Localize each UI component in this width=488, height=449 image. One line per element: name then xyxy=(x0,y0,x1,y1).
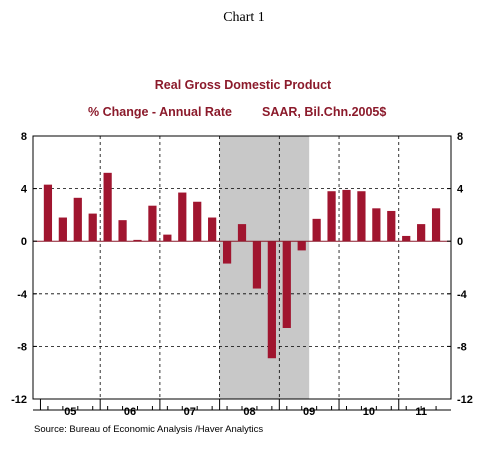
bar xyxy=(327,191,336,242)
bar xyxy=(148,205,157,242)
bar xyxy=(73,197,82,242)
x-tick-label: 10 xyxy=(363,406,375,418)
bar xyxy=(178,192,187,242)
gridlines xyxy=(33,136,451,399)
bars xyxy=(43,172,441,359)
y-tick-label-right: -12 xyxy=(457,394,473,406)
chart-title: Real Gross Domestic Product xyxy=(155,78,332,92)
bar xyxy=(252,241,262,289)
bar xyxy=(43,184,53,242)
x-tick-label: 05 xyxy=(64,406,76,418)
bar xyxy=(193,201,202,242)
x-tick-label: 09 xyxy=(303,406,315,418)
y-tick-label-right: 4 xyxy=(457,184,464,196)
bar xyxy=(267,241,276,359)
bar xyxy=(357,191,366,242)
bar xyxy=(417,224,426,242)
bar xyxy=(387,210,396,242)
y-axis-left: 8 4 0 -4 -8 -12 xyxy=(11,131,37,406)
y-tick-label-left: 8 xyxy=(21,131,27,143)
y-tick-label-left: 0 xyxy=(21,236,27,248)
bar xyxy=(312,218,321,242)
x-axis: 05 06 07 08 09 10 11 xyxy=(33,399,451,418)
y-tick-label-right: -8 xyxy=(457,341,467,353)
bar xyxy=(237,224,247,242)
bar xyxy=(103,172,112,242)
y-tick-label-right: -4 xyxy=(457,289,468,301)
x-tick-label: 11 xyxy=(415,406,427,418)
plot-frame xyxy=(32,135,452,400)
bar xyxy=(58,217,67,242)
bar xyxy=(297,241,306,251)
chart-label: Chart 1 xyxy=(223,10,265,25)
bar xyxy=(402,235,411,242)
x-tick-label: 06 xyxy=(124,406,136,418)
y-axis-right: 8 4 0 -4 -8 -12 xyxy=(447,131,473,406)
bar xyxy=(342,189,351,242)
y-tick-label-left: -8 xyxy=(17,341,27,353)
bar xyxy=(88,213,97,242)
bar xyxy=(133,239,142,242)
x-tick-label: 08 xyxy=(243,406,255,418)
y-tick-label-right: 8 xyxy=(457,131,463,143)
x-tick-label: 07 xyxy=(184,406,196,418)
chart-subtitle-left: % Change - Annual Rate xyxy=(88,105,232,119)
bar xyxy=(208,217,217,242)
recession-shading xyxy=(219,136,310,399)
bar xyxy=(163,234,172,242)
bar xyxy=(282,241,291,328)
source-note: Source: Bureau of Economic Analysis /Hav… xyxy=(34,424,263,435)
bar xyxy=(431,208,441,242)
bar xyxy=(372,208,381,242)
bar xyxy=(222,241,232,264)
y-tick-label-left: -12 xyxy=(11,394,27,406)
bar xyxy=(118,220,127,242)
y-tick-label-left: -4 xyxy=(17,289,28,301)
y-tick-label-right: 0 xyxy=(457,236,463,248)
chart-subtitle-right: SAAR, Bil.Chn.2005$ xyxy=(262,105,386,119)
y-tick-label-left: 4 xyxy=(21,184,28,196)
